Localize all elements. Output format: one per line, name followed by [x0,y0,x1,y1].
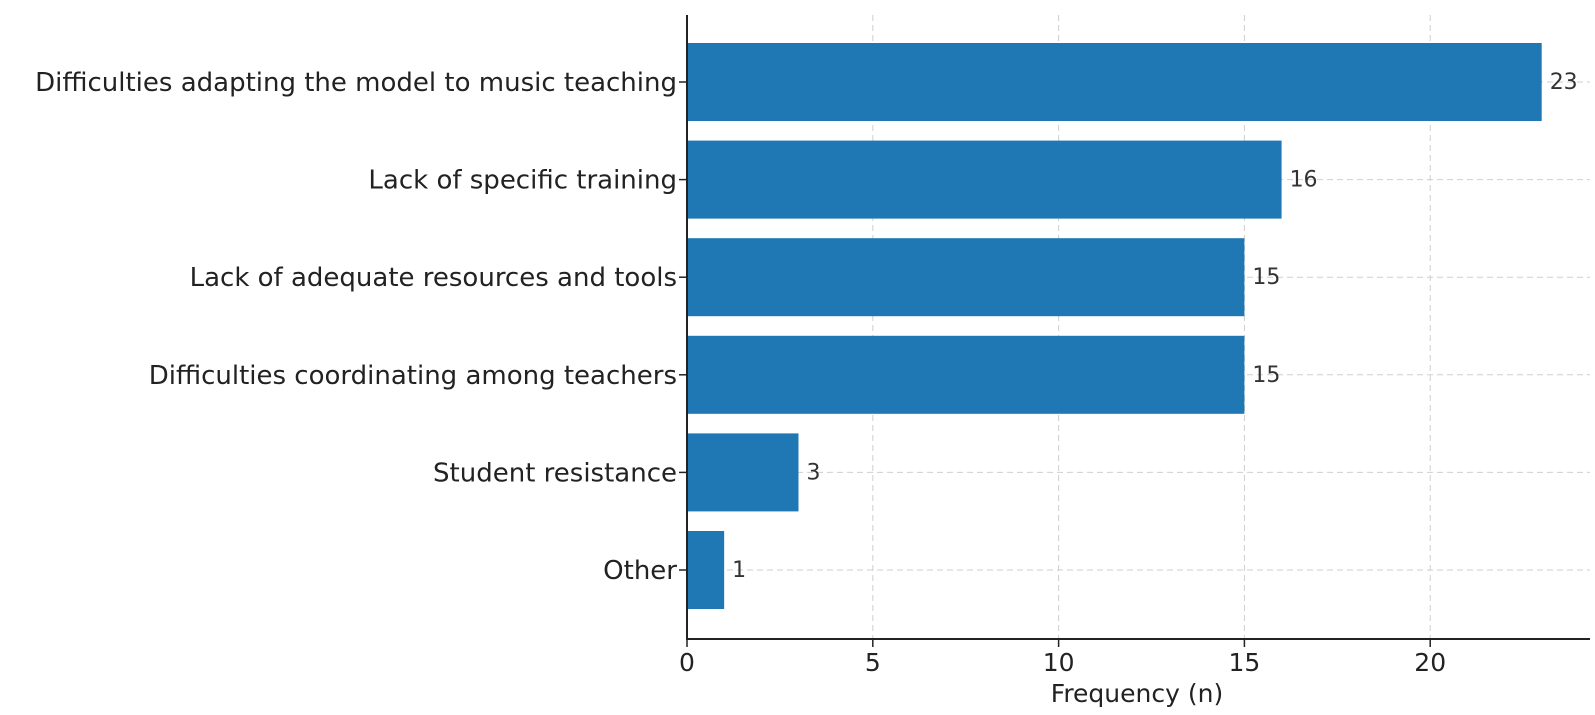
category-label: Other [603,556,677,586]
bar [687,433,799,512]
axes [686,15,1590,640]
data-label: 15 [1252,265,1280,290]
data-label: 1 [732,558,746,583]
x-tick-label: 15 [1229,648,1261,677]
bar [687,531,725,609]
category-label: Lack of specific training [368,166,677,196]
category-label: Difficulties coordinating among teachers [149,361,677,391]
x-tick-label: 0 [679,648,695,677]
data-label: 3 [806,460,820,485]
data-label: 15 [1252,363,1280,388]
data-label: 23 [1550,70,1578,95]
x-tick-label: 10 [1043,648,1075,677]
data-labels: 23 16 15 15 3 1 [732,70,1578,583]
data-label: 16 [1290,168,1318,193]
category-labels: Difficulties adapting the model to music… [35,68,687,586]
bar [687,238,1245,317]
x-tick-label: 20 [1414,648,1446,677]
x-tick-labels: 0 5 10 15 20 [679,639,1446,677]
category-label: Difficulties adapting the model to music… [35,68,677,98]
x-tick-label: 5 [865,648,881,677]
bar [687,140,1282,219]
bars-layer [687,43,1542,609]
bar [687,43,1542,121]
x-axis-label: Frequency (n) [1051,679,1223,708]
category-label: Lack of adequate resources and tools [190,263,677,293]
category-label: Student resistance [433,458,677,488]
bar [687,335,1245,414]
